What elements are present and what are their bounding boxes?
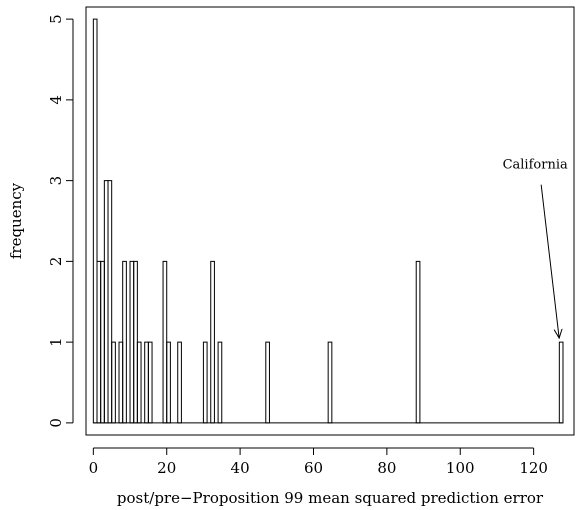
histogram-bar (92, 18, 98, 424)
histogram-bar (217, 341, 223, 424)
histogram-bar (136, 341, 142, 424)
histogram-bar (166, 341, 171, 424)
y-axis: 0 1 2 3 4 5 (47, 14, 74, 428)
histogram-bar (107, 180, 113, 424)
x-tick-label: 20 (157, 459, 176, 477)
annotations-group: California (503, 158, 568, 339)
plot-frame (85, 6, 575, 436)
y-tick-label: 2 (47, 257, 65, 267)
histogram-bar (122, 260, 127, 424)
annotation-label: California (503, 158, 568, 173)
histogram-bar (118, 341, 124, 424)
histogram-bar (558, 341, 564, 424)
x-axis-label: post/pre−Proposition 99 mean squared pre… (117, 489, 544, 507)
histogram-bar (111, 341, 116, 424)
annotation-arrow (540, 184, 559, 338)
histogram-bar (144, 341, 149, 424)
bars-group (92, 18, 564, 424)
x-tick-label: 40 (231, 459, 250, 477)
x-tick-label: 60 (304, 459, 323, 477)
y-tick-label: 5 (47, 14, 65, 24)
y-tick-label: 3 (47, 176, 65, 186)
histogram-bar (133, 260, 138, 424)
y-tick-label: 0 (47, 418, 65, 428)
histogram-bar (202, 341, 208, 424)
x-tick-label: 120 (519, 459, 548, 477)
x-tick-label: 0 (89, 459, 99, 477)
histogram-bar (265, 341, 270, 424)
histogram-bar (103, 180, 109, 424)
x-axis: 0 20 40 60 80 100 120 (89, 447, 548, 477)
histogram-bar (162, 260, 168, 424)
x-tick-label: 100 (446, 459, 475, 477)
histogram-bar (177, 341, 182, 424)
histogram-bar (327, 341, 333, 424)
histogram-bar (415, 260, 421, 424)
histogram-bar (100, 260, 105, 424)
histogram-bar (96, 260, 102, 424)
histogram-bar (147, 341, 153, 424)
histogram-bar (129, 260, 135, 424)
y-axis-label: frequency (7, 182, 25, 259)
x-tick-label: 80 (377, 459, 396, 477)
histogram-bar (210, 260, 215, 424)
y-tick-label: 4 (47, 95, 65, 105)
y-tick-label: 1 (47, 337, 65, 347)
